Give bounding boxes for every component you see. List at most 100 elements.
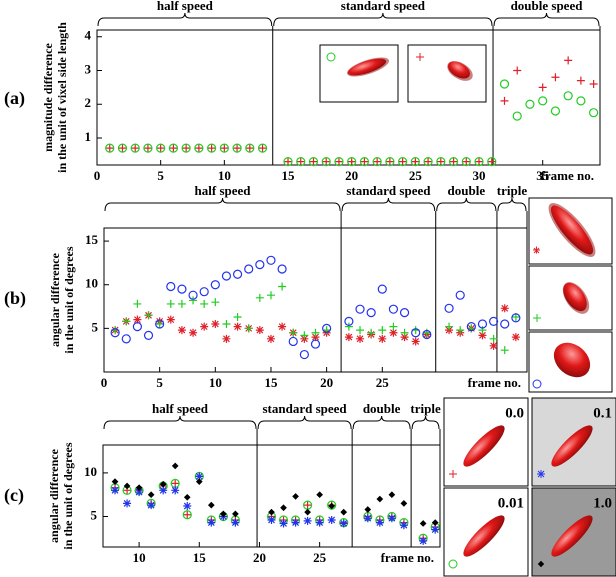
data-point bbox=[143, 143, 153, 153]
section-label: half speed bbox=[152, 401, 209, 416]
data-point bbox=[489, 316, 499, 326]
inset-marker bbox=[537, 560, 545, 568]
data-point bbox=[233, 322, 242, 331]
data-point bbox=[131, 144, 140, 153]
data-point bbox=[455, 290, 465, 300]
data-point bbox=[366, 308, 376, 318]
data-point bbox=[373, 157, 382, 166]
data-point bbox=[266, 255, 276, 265]
y-tick-label: 15 bbox=[85, 232, 99, 247]
data-point bbox=[105, 143, 115, 153]
data-point bbox=[118, 144, 127, 153]
data-point bbox=[143, 330, 154, 340]
data-point bbox=[400, 500, 408, 507]
data-point bbox=[477, 319, 488, 329]
data-point bbox=[278, 322, 287, 331]
data-point bbox=[378, 326, 387, 335]
data-point bbox=[356, 334, 365, 343]
x-tick-label: 30 bbox=[473, 168, 486, 183]
section-label: double bbox=[363, 401, 401, 416]
data-point bbox=[200, 322, 209, 331]
data-point bbox=[327, 515, 336, 524]
data-point bbox=[143, 144, 152, 153]
data-point bbox=[310, 339, 321, 349]
data-point bbox=[511, 333, 520, 342]
data-point bbox=[111, 478, 119, 485]
data-point bbox=[563, 91, 573, 101]
x-tick-label: 25 bbox=[409, 168, 423, 183]
data-point bbox=[130, 143, 140, 153]
data-point bbox=[277, 264, 287, 274]
data-point bbox=[551, 73, 560, 82]
data-point bbox=[411, 157, 420, 166]
data-point bbox=[200, 299, 209, 308]
data-point bbox=[308, 157, 319, 167]
x-tick-label: 5 bbox=[156, 375, 163, 390]
data-point bbox=[387, 511, 397, 522]
data-point bbox=[232, 510, 239, 518]
data-point bbox=[385, 157, 394, 166]
inset-ellipse bbox=[551, 425, 593, 467]
x-axis-label: frame no. bbox=[541, 168, 594, 183]
data-point bbox=[538, 83, 547, 92]
x-tick-label: 10 bbox=[133, 550, 146, 565]
data-point bbox=[280, 504, 287, 512]
data-point bbox=[183, 510, 192, 519]
y-tick-label: 10 bbox=[84, 464, 97, 479]
data-point bbox=[339, 519, 348, 528]
data-point bbox=[147, 491, 155, 499]
panel-label: (b) bbox=[4, 288, 26, 309]
panel-label: (a) bbox=[4, 88, 25, 109]
data-point bbox=[398, 157, 408, 167]
inset-marker bbox=[449, 470, 457, 478]
data-point bbox=[255, 293, 264, 302]
inset-ellipse bbox=[551, 515, 593, 557]
x-tick-label: 15 bbox=[282, 168, 296, 183]
data-point bbox=[105, 144, 114, 153]
data-point bbox=[344, 316, 354, 326]
data-point bbox=[322, 157, 331, 166]
section-label: half speed bbox=[195, 183, 252, 198]
data-point bbox=[576, 96, 586, 106]
y-axis-label: in the unit of degrees bbox=[61, 442, 75, 549]
data-point bbox=[135, 484, 143, 492]
data-point bbox=[194, 144, 203, 153]
data-point bbox=[564, 56, 573, 65]
inset-a1 bbox=[319, 44, 399, 103]
x-tick-label: 35 bbox=[536, 168, 550, 183]
data-point bbox=[159, 486, 168, 495]
data-point bbox=[367, 328, 376, 337]
data-point bbox=[334, 157, 343, 166]
y-tick-label: 10 bbox=[85, 276, 98, 291]
data-point bbox=[195, 478, 203, 485]
data-point bbox=[431, 525, 440, 534]
data-point bbox=[300, 331, 309, 340]
plot-frame bbox=[103, 227, 528, 373]
data-point bbox=[389, 328, 398, 337]
x-tick-label: 0 bbox=[94, 168, 101, 183]
x-tick-label: 0 bbox=[101, 375, 108, 390]
data-point bbox=[478, 331, 487, 340]
data-point bbox=[388, 491, 396, 499]
data-point bbox=[378, 334, 387, 343]
data-point bbox=[177, 326, 186, 335]
data-point bbox=[398, 157, 407, 166]
data-point bbox=[177, 299, 186, 308]
data-point bbox=[576, 76, 585, 85]
data-point bbox=[158, 481, 168, 491]
data-point bbox=[244, 324, 253, 333]
inset-ellipse bbox=[463, 425, 505, 467]
data-point bbox=[411, 328, 421, 338]
x-tick-label: 20 bbox=[253, 550, 266, 565]
data-point bbox=[177, 284, 187, 294]
data-point bbox=[316, 491, 323, 499]
data-point bbox=[168, 143, 179, 153]
data-point bbox=[188, 290, 198, 300]
data-point bbox=[267, 515, 276, 524]
data-point bbox=[155, 320, 164, 328]
section-label: double speed bbox=[511, 0, 584, 13]
data-point bbox=[375, 518, 384, 527]
data-point bbox=[171, 462, 179, 470]
data-point bbox=[363, 514, 372, 523]
section-label: triple bbox=[497, 183, 528, 198]
